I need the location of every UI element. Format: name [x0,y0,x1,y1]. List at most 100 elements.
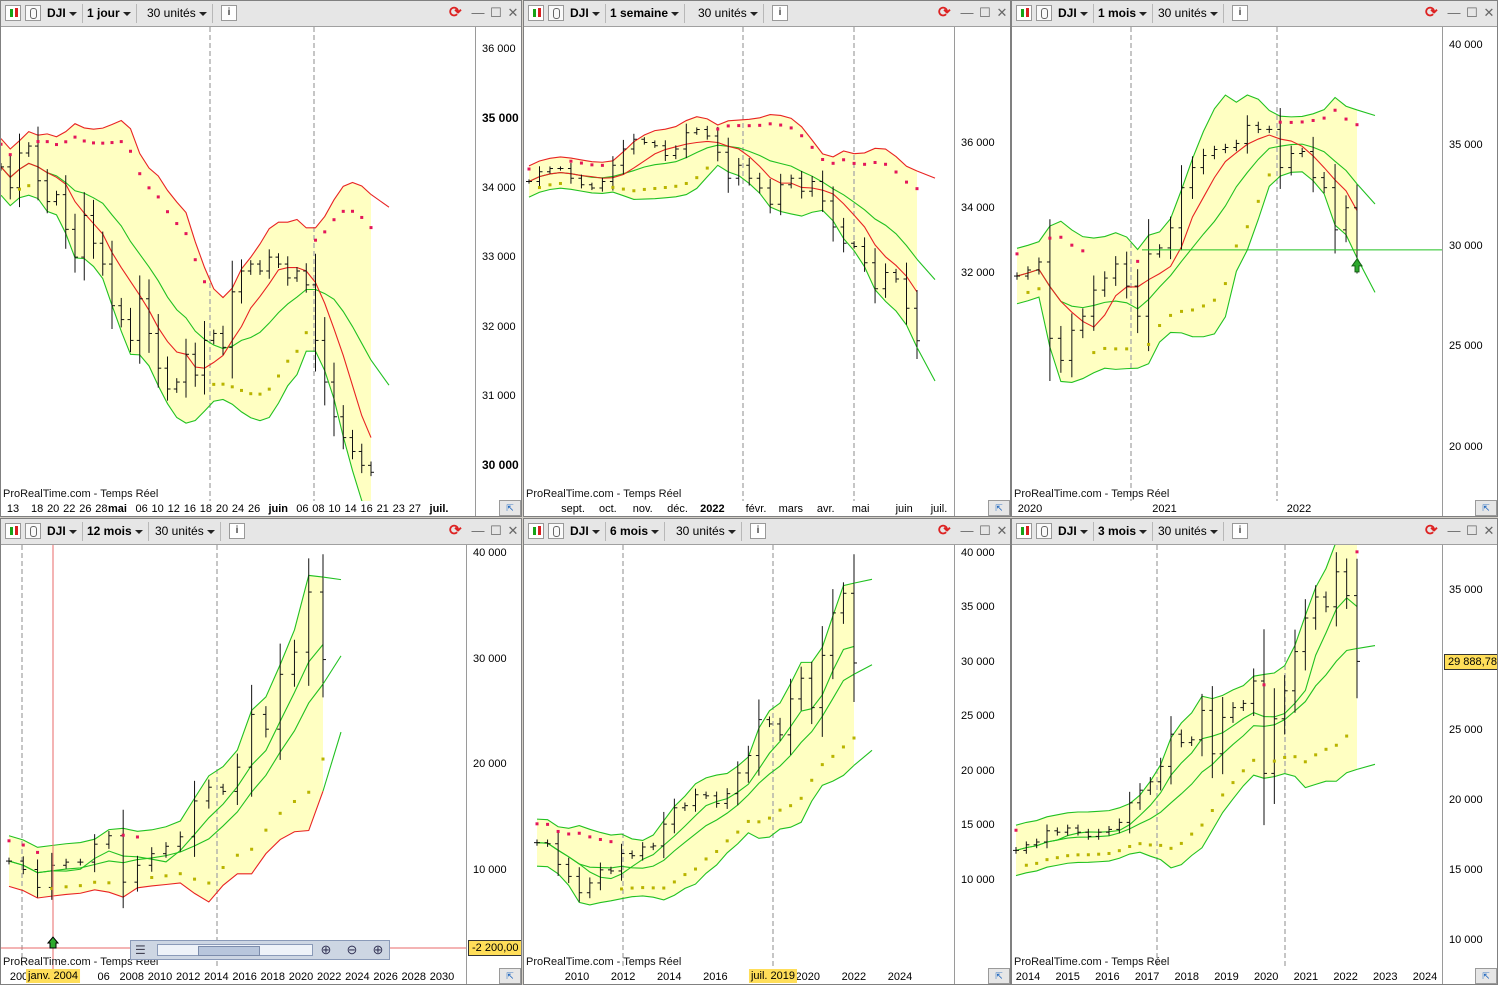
period-dropdown[interactable]: 12 mois [83,522,149,541]
close-icon[interactable]: ✕ [507,523,519,538]
price-axis[interactable]: 40 000 35 000 30 000 25 000 20 000 15 000 10 0… [954,545,1010,984]
units-dropdown[interactable]: 30 unités [672,522,742,541]
info-icon[interactable]: i [750,523,766,539]
info-icon[interactable]: i [1232,5,1248,21]
maximize-icon[interactable]: ☐ [1466,5,1478,20]
maximize-icon[interactable]: ☐ [979,523,991,538]
close-icon[interactable]: ✕ [1483,5,1495,20]
symbol-dropdown[interactable]: DJI [1054,4,1094,23]
zoom-out-icon[interactable]: ⊖ [346,942,358,957]
candlestick-icon[interactable] [1016,5,1032,21]
sar-dot [369,226,373,230]
maximize-icon[interactable]: ☐ [490,523,502,538]
candlestick-icon[interactable] [5,523,21,539]
candlestick-icon[interactable] [1016,523,1032,539]
sar-dot [1293,755,1297,759]
info-icon[interactable]: i [772,5,788,21]
link-icon[interactable] [548,5,564,21]
link-icon[interactable] [548,523,564,539]
ohlc-bar [220,783,227,795]
menu-icon[interactable]: ☰ [135,943,146,957]
price-tick-label: 30 000 [473,652,507,665]
symbol-dropdown[interactable]: DJI [1054,522,1094,541]
symbol-dropdown[interactable]: DJI [566,522,606,541]
candlestick-icon[interactable] [5,5,21,21]
candlestick-icon[interactable] [528,5,544,21]
link-icon[interactable] [25,523,41,539]
symbol-dropdown[interactable]: DJI [43,522,83,541]
refresh-icon[interactable]: ⟳ [449,4,462,21]
minimize-icon[interactable]: — [960,523,974,538]
units-dropdown[interactable]: 30 unités [1154,4,1224,23]
chart-plot[interactable] [524,545,954,970]
minimize-icon[interactable]: — [471,523,485,538]
period-dropdown[interactable]: 3 mois [1094,522,1154,541]
link-icon[interactable] [1036,5,1052,21]
maximize-icon[interactable]: ☐ [979,5,991,20]
time-axis[interactable]: 200 06 2008 2010 2012 2014 2016 2018 2020 2022 202… [1,969,466,983]
fit-axis-button[interactable]: ⇱ [499,500,521,516]
fit-axis-button[interactable]: ⇱ [988,968,1010,984]
refresh-icon[interactable]: ⟳ [1425,4,1438,21]
sar-dot [166,210,169,214]
zoom-in-icon[interactable]: ⊕ [372,942,384,957]
info-icon[interactable]: i [1232,523,1248,539]
maximize-icon[interactable]: ☐ [1466,523,1478,538]
close-icon[interactable]: ✕ [996,5,1008,20]
price-axis[interactable]: 40 000 30 000 20 000 10 000 -2 200,00 [466,545,521,984]
info-icon[interactable]: i [229,523,245,539]
fit-axis-button[interactable]: ⇱ [499,968,521,984]
chart-plot[interactable] [1,545,466,970]
refresh-icon[interactable]: ⟳ [938,4,951,21]
period-dropdown[interactable]: 6 mois [606,522,666,541]
chart-plot[interactable] [1,27,475,502]
link-icon[interactable] [25,5,41,21]
units-dropdown[interactable]: 30 unités [694,4,764,23]
fit-axis-button[interactable]: ⇱ [1475,968,1497,984]
close-icon[interactable]: ✕ [1483,523,1495,538]
time-axis[interactable]: 2020 2021 2022 [1012,501,1442,515]
time-tick-label: déc. [667,503,688,515]
fit-axis-button[interactable]: ⇱ [988,500,1010,516]
link-icon[interactable] [1036,523,1052,539]
chart-plot[interactable] [1012,545,1442,970]
symbol-dropdown[interactable]: DJI [566,4,606,23]
candlestick-icon[interactable] [528,523,544,539]
units-dropdown[interactable]: 30 unités [151,522,221,541]
info-icon[interactable]: i [221,5,237,21]
fit-axis-button[interactable]: ⇱ [1475,500,1497,516]
close-icon[interactable]: ✕ [507,5,519,20]
period-dropdown[interactable]: 1 mois [1094,4,1154,23]
minimize-icon[interactable]: — [1447,523,1461,538]
refresh-icon[interactable]: ⟳ [449,522,462,539]
chart-toolbar: DJI 1 jour 30 unités i ⟳ — ☐ ✕ [1,1,521,27]
scroll-thumb[interactable] [198,946,260,956]
price-axis[interactable]: 36 000 34 000 32 000 [954,27,1010,516]
minimize-icon[interactable]: — [471,5,485,20]
symbol-dropdown[interactable]: DJI [43,4,83,23]
minimize-icon[interactable]: — [1447,5,1461,20]
refresh-icon[interactable]: ⟳ [938,522,951,539]
scroll-track[interactable] [157,944,313,956]
time-axis[interactable]: 20102012201420162018202020222024juil. 20… [524,969,954,983]
time-axis[interactable]: 13 18 20 22 26 28 mai 06 10 12 16 18 20 24 26 juin 06 08 1… [1,501,475,515]
price-axis[interactable]: 36 000 35 000 34 000 33 000 32 000 31 000 30 0… [475,27,521,516]
chart-plot[interactable] [1012,27,1442,502]
time-axis[interactable]: 2014 2015 2016 2017 2018 2019 2020 2021 2022 2023… [1012,969,1442,983]
period-dropdown[interactable]: 1 jour [83,4,137,23]
close-icon[interactable]: ✕ [996,523,1008,538]
minimize-icon[interactable]: — [960,5,974,20]
price-axis[interactable]: 40 000 35 000 30 000 25 000 20 000 [1442,27,1497,516]
time-axis[interactable]: sept. oct. nov. déc. 2022 févr. mars avr. mai jui… [524,501,954,515]
sar-dot [695,176,699,180]
zoom-fit-icon[interactable]: ⊕ [320,942,332,957]
price-tick-label: 20 000 [1449,794,1483,806]
units-dropdown[interactable]: 30 unités [143,4,213,23]
period-dropdown[interactable]: 1 semaine [606,4,686,23]
refresh-icon[interactable]: ⟳ [1425,522,1438,539]
maximize-icon[interactable]: ☐ [490,5,502,20]
fast-average-line [536,645,855,880]
chart-plot[interactable] [524,27,954,502]
units-dropdown[interactable]: 30 unités [1154,522,1224,541]
